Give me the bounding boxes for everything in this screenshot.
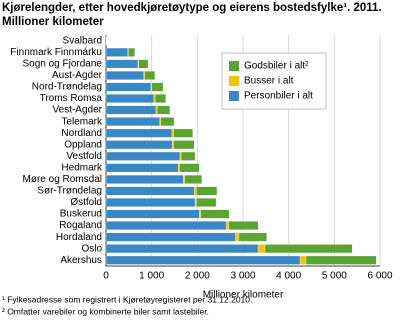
y-tick-label: Sør-Trøndelag (37, 186, 102, 197)
bar-segment (199, 209, 201, 219)
bar-segment (105, 117, 161, 127)
y-tick-label: Finnmark Finnmárku (10, 47, 102, 58)
chart-title: Kjørelengder, etter hovedkjøretøytype og… (2, 2, 382, 14)
x-tick-label: 1 000 (139, 271, 164, 282)
bar-segment (235, 232, 240, 242)
bar-segment (156, 105, 171, 115)
bar-segment (180, 151, 196, 161)
legend-box (221, 52, 327, 110)
bar-segment (128, 47, 135, 57)
y-tick-label: Akershus (60, 255, 102, 266)
bar-segment (200, 209, 230, 219)
bar-segment (299, 255, 307, 265)
bar-segment (173, 128, 193, 138)
bar-segment (105, 221, 227, 230)
bar-segment (155, 105, 158, 115)
bar-segment (105, 82, 152, 92)
y-tick-label: Nordland (61, 128, 102, 139)
bar-segment (105, 186, 195, 196)
bar-segment (105, 198, 196, 207)
bar-segment (144, 71, 156, 80)
bar-segment (138, 59, 149, 69)
chart-subtitle: Millioner kilometer (2, 16, 104, 28)
y-tick-label: Aust-Agder (52, 70, 103, 81)
legend-label: Personbiler i alt (244, 91, 313, 102)
bar-segment (196, 198, 217, 207)
legend-label: Godsbiler i alt² (244, 61, 309, 72)
bar-segment (179, 163, 200, 173)
legend-label: Busser i alt (244, 76, 294, 87)
bar-segment (172, 140, 174, 150)
legend-swatch (229, 61, 239, 71)
bar-segment (105, 163, 179, 173)
bar-segment (105, 47, 129, 57)
bar-segment (194, 198, 197, 207)
bar-segment (151, 82, 164, 92)
bar-segment (105, 244, 259, 254)
legend-swatch (229, 76, 239, 86)
bar-segment (238, 232, 267, 242)
x-tick-label: 0 (103, 271, 109, 282)
bar-segment (105, 59, 139, 69)
bar-segment (105, 128, 173, 138)
legend-swatch (229, 91, 239, 101)
footnote: ¹ Fylkesadresse som registrert i Kjøretø… (2, 294, 252, 304)
bar-segment (105, 71, 145, 80)
bar-segment (160, 117, 175, 127)
y-tick-label: Troms Romsa (40, 93, 103, 104)
bar-segment (225, 221, 229, 230)
x-axis-label: Millioner kilometer (203, 290, 284, 301)
bar-segment (305, 255, 377, 265)
bar-segment (171, 128, 174, 138)
y-tick-label: Svalbard (63, 35, 102, 46)
y-tick-label: Buskerud (60, 209, 102, 220)
bar-segment (153, 94, 156, 103)
bar-segment (184, 174, 203, 184)
x-tick-label: 2 000 (185, 271, 210, 282)
x-tick-label: 3 000 (230, 271, 255, 282)
x-tick-label: 5 000 (322, 271, 347, 282)
bar-segment (105, 94, 155, 103)
bar-segment (154, 94, 166, 103)
footnote: ² Omfatter varebiler og kombinerte biler… (2, 306, 209, 316)
bar-segment (105, 151, 181, 161)
y-tick-label: Rogaland (59, 220, 102, 231)
y-tick-label: Østfold (70, 197, 102, 208)
bar-segment (105, 174, 184, 184)
bar-segment (183, 174, 185, 184)
bar-segment (179, 151, 182, 161)
y-tick-label: Hedmark (61, 162, 103, 173)
bar-segment (264, 244, 353, 254)
bar-segment (105, 140, 173, 150)
y-tick-label: Oslo (81, 243, 102, 254)
bar-segment (105, 105, 157, 115)
bar-segment (196, 186, 218, 196)
x-tick-label: 6 000 (367, 271, 392, 282)
bar-segment (105, 232, 236, 242)
y-tick-label: Telemark (61, 116, 103, 127)
y-tick-label: Vest-Agder (53, 105, 103, 116)
bar-segment (178, 163, 180, 173)
bar-segment (193, 186, 197, 196)
y-tick-label: Sogn og Fjordane (22, 59, 102, 70)
x-tick-label: 4 000 (276, 271, 301, 282)
bar-segment (257, 244, 266, 254)
bar-segment (105, 255, 301, 265)
bar-segment (173, 140, 195, 150)
y-tick-label: Hordaland (56, 232, 102, 243)
y-tick-label: Vestfold (66, 151, 102, 162)
y-tick-label: Nord-Trøndelag (32, 82, 102, 93)
bar-segment (105, 209, 200, 219)
y-tick-label: Møre og Romsdal (23, 174, 102, 185)
bar-segment (228, 221, 259, 230)
y-tick-label: Oppland (64, 139, 102, 150)
